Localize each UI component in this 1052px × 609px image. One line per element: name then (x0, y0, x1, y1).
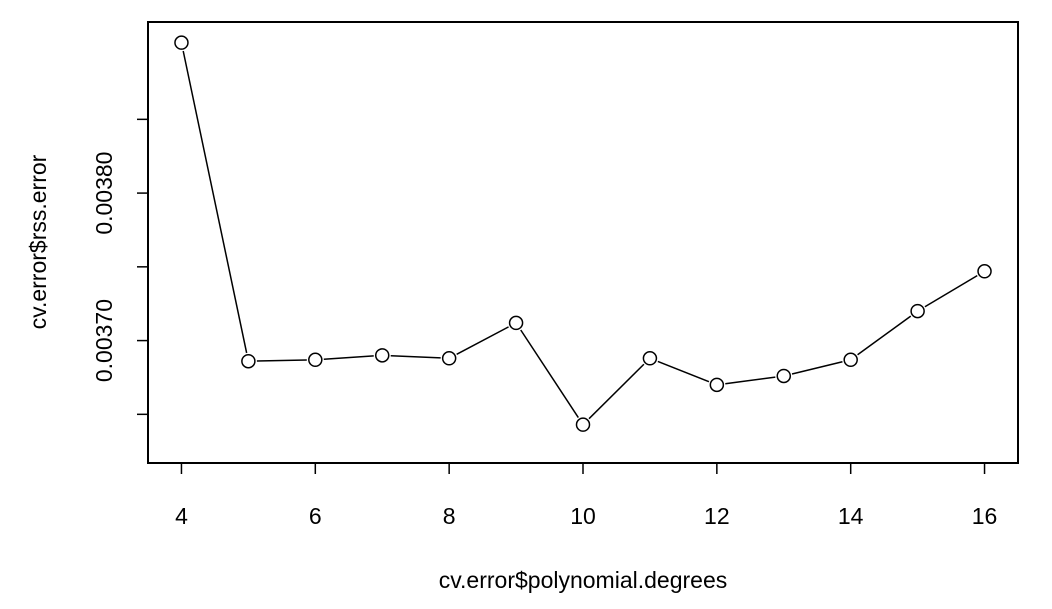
x-tick-label: 4 (175, 503, 188, 529)
data-point (508, 315, 524, 331)
series-segment (924, 274, 978, 308)
x-axis-title: cv.error$polynomial.degrees (439, 567, 728, 593)
data-point (575, 417, 591, 432)
series-segment (725, 376, 776, 385)
series-segment (657, 360, 710, 383)
plot-frame (147, 21, 1019, 464)
series-segment (323, 355, 374, 360)
data-point (977, 264, 992, 279)
y-tick-label: 0.00370 (91, 299, 117, 382)
series-line (182, 50, 978, 420)
data-point (441, 351, 457, 366)
x-axis: 4 6 8 10 12 14 16 (175, 462, 998, 529)
data-point (776, 368, 792, 384)
x-tick-label: 16 (972, 503, 998, 529)
series-segment (520, 329, 579, 418)
data-point (843, 352, 858, 368)
y-axis: 0.00370 0.00380 (91, 118, 149, 416)
series-segment (256, 359, 307, 362)
series-points (174, 35, 992, 432)
series-segment (182, 50, 248, 354)
x-tick-label: 12 (704, 503, 730, 529)
x-tick-label: 8 (443, 503, 456, 529)
series-segment (390, 354, 441, 359)
data-point (241, 353, 256, 369)
data-point (642, 351, 658, 366)
data-point (910, 303, 925, 319)
y-axis-title: cv.error$rss.error (25, 154, 51, 329)
series-segment (588, 363, 645, 420)
data-point (174, 35, 189, 50)
data-point (709, 377, 725, 393)
data-point (374, 348, 390, 363)
series-segment (791, 361, 843, 375)
y-tick-label: 0.00380 (91, 152, 117, 235)
series-segment (857, 315, 912, 356)
data-point (308, 352, 323, 368)
x-tick-label: 10 (570, 503, 596, 529)
x-tick-label: 14 (838, 503, 864, 529)
x-tick-label: 6 (309, 503, 322, 529)
series-segment (456, 326, 509, 355)
